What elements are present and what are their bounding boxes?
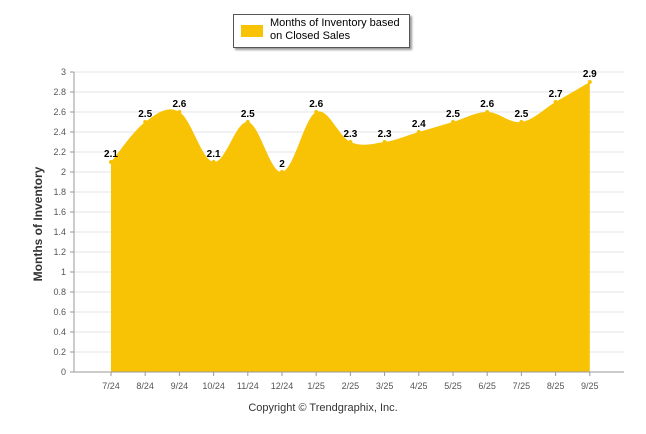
data-point <box>519 120 524 124</box>
x-tick-label: 10/24 <box>202 381 225 391</box>
y-tick-label: 3 <box>61 67 66 77</box>
y-tick-label: 2.4 <box>53 127 66 137</box>
data-point <box>485 110 490 114</box>
data-point <box>280 170 284 174</box>
data-point <box>587 80 592 84</box>
data-label: 2.5 <box>138 109 152 120</box>
y-axis-title: Months of Inventory <box>31 166 45 281</box>
y-tick-label: 2.6 <box>53 107 66 117</box>
x-tick-label: 9/24 <box>171 381 189 391</box>
data-point <box>348 140 353 144</box>
data-point <box>416 130 421 134</box>
x-tick-label: 2/25 <box>342 381 360 391</box>
y-tick-label: 1 <box>61 267 66 277</box>
data-label: 2.3 <box>378 129 392 140</box>
data-label: 2.1 <box>104 149 118 160</box>
y-tick-label: 0.2 <box>53 347 66 357</box>
data-label: 2.6 <box>480 99 494 110</box>
data-label: 2.4 <box>412 119 426 130</box>
data-label: 2.9 <box>583 69 597 80</box>
data-point <box>553 100 558 104</box>
y-tick-label: 1.6 <box>53 207 66 217</box>
data-point <box>211 160 216 164</box>
x-tick-label: 8/24 <box>136 381 154 391</box>
data-label: 2.7 <box>549 89 563 100</box>
copyright-footer: Copyright © Trendgraphix, Inc. <box>248 402 398 414</box>
x-tick-label: 11/24 <box>237 381 259 391</box>
data-point <box>177 110 182 114</box>
area-fill <box>111 82 590 372</box>
legend-swatch <box>241 25 263 37</box>
y-tick-label: 2 <box>61 167 66 177</box>
x-tick-label: 4/25 <box>410 381 428 391</box>
y-tick-label: 0.4 <box>53 327 66 337</box>
data-label: 2.5 <box>446 109 460 120</box>
x-tick-label: 7/24 <box>102 381 120 391</box>
area-series <box>109 80 592 372</box>
data-point <box>109 160 113 164</box>
legend-label: Months of Inventory based on Closed Sale… <box>270 17 400 42</box>
data-point <box>382 140 387 144</box>
data-label: 2.6 <box>309 99 323 110</box>
data-labels: 2.1 2.5 2.6 2.1 2.5 2 2.6 2.3 2.3 2.4 2.5 2.6 2.5 2.7… <box>104 69 597 170</box>
data-point <box>143 120 148 124</box>
data-label: 2 <box>279 159 285 170</box>
y-tick-label: 1.4 <box>53 227 66 237</box>
data-label: 2.6 <box>172 99 186 110</box>
data-label: 2.5 <box>241 109 255 120</box>
x-tick-label: 3/25 <box>376 381 394 391</box>
y-tick-label: 2.2 <box>53 147 66 157</box>
y-tick-label: 0.8 <box>53 287 66 297</box>
x-tick-label: 1/25 <box>307 381 325 391</box>
data-point <box>314 110 319 114</box>
y-tick-label: 2.8 <box>53 87 66 97</box>
data-label: 2.5 <box>514 109 528 120</box>
x-tick-label: 9/25 <box>581 381 599 391</box>
x-tick-label: 5/25 <box>444 381 462 391</box>
y-tick-label: 0 <box>61 367 66 377</box>
y-tick-label: 1.2 <box>53 247 66 257</box>
data-label: 2.1 <box>207 149 221 160</box>
data-label: 2.3 <box>343 129 357 140</box>
x-tick-label: 8/25 <box>547 381 565 391</box>
x-tick-label: 6/25 <box>478 381 496 391</box>
x-tick-label: 12/24 <box>271 381 294 391</box>
x-tick-label: 7/25 <box>513 381 531 391</box>
data-point <box>245 120 250 124</box>
y-tick-label: 1.8 <box>53 187 66 197</box>
data-point <box>451 120 455 124</box>
y-tick-label: 0.6 <box>53 307 66 317</box>
axes: 0 0.2 0.4 0.6 0.8 1 1.2 1.4 1.6 1.8 2 2.2 2.4 2.6 2.8 3… <box>53 67 624 391</box>
legend: Months of Inventory based on Closed Sale… <box>233 14 410 48</box>
